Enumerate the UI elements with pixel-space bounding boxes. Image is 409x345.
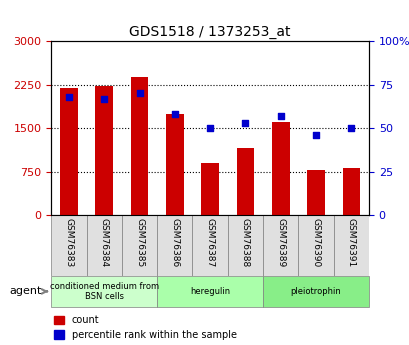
Point	[101, 96, 107, 101]
Point	[242, 120, 248, 126]
Text: conditioned medium from
BSN cells: conditioned medium from BSN cells	[49, 282, 158, 301]
Text: pleiotrophin: pleiotrophin	[290, 287, 341, 296]
Bar	[166, 114, 183, 215]
Text: GSM76391: GSM76391	[346, 218, 355, 267]
Text: GSM76389: GSM76389	[276, 218, 285, 267]
Text: heregulin: heregulin	[190, 287, 229, 296]
Point	[347, 126, 354, 131]
FancyBboxPatch shape	[51, 276, 157, 307]
FancyBboxPatch shape	[263, 276, 368, 307]
FancyBboxPatch shape	[51, 215, 86, 276]
Bar	[306, 170, 324, 215]
Text: GSM76383: GSM76383	[64, 218, 73, 267]
Bar	[130, 77, 148, 215]
Point	[136, 91, 142, 96]
FancyBboxPatch shape	[86, 215, 121, 276]
Point	[277, 113, 283, 119]
Text: GSM76390: GSM76390	[311, 218, 320, 267]
FancyBboxPatch shape	[192, 215, 227, 276]
Bar	[271, 122, 289, 215]
Text: GSM76386: GSM76386	[170, 218, 179, 267]
Point	[171, 111, 178, 117]
FancyBboxPatch shape	[121, 215, 157, 276]
FancyBboxPatch shape	[263, 215, 298, 276]
Point	[207, 126, 213, 131]
Bar	[60, 88, 78, 215]
Bar	[95, 86, 113, 215]
Text: GSM76387: GSM76387	[205, 218, 214, 267]
Bar	[201, 163, 218, 215]
Text: agent: agent	[9, 286, 47, 296]
FancyBboxPatch shape	[227, 215, 263, 276]
Text: GSM76385: GSM76385	[135, 218, 144, 267]
Point	[312, 132, 319, 138]
FancyBboxPatch shape	[157, 276, 263, 307]
Bar	[342, 168, 359, 215]
FancyBboxPatch shape	[157, 215, 192, 276]
Bar	[236, 148, 254, 215]
Legend: count, percentile rank within the sample: count, percentile rank within the sample	[54, 315, 236, 340]
FancyBboxPatch shape	[298, 215, 333, 276]
Title: GDS1518 / 1373253_at: GDS1518 / 1373253_at	[129, 25, 290, 39]
Point	[65, 94, 72, 100]
Text: GSM76384: GSM76384	[99, 218, 108, 267]
FancyBboxPatch shape	[333, 215, 368, 276]
Text: GSM76388: GSM76388	[240, 218, 249, 267]
